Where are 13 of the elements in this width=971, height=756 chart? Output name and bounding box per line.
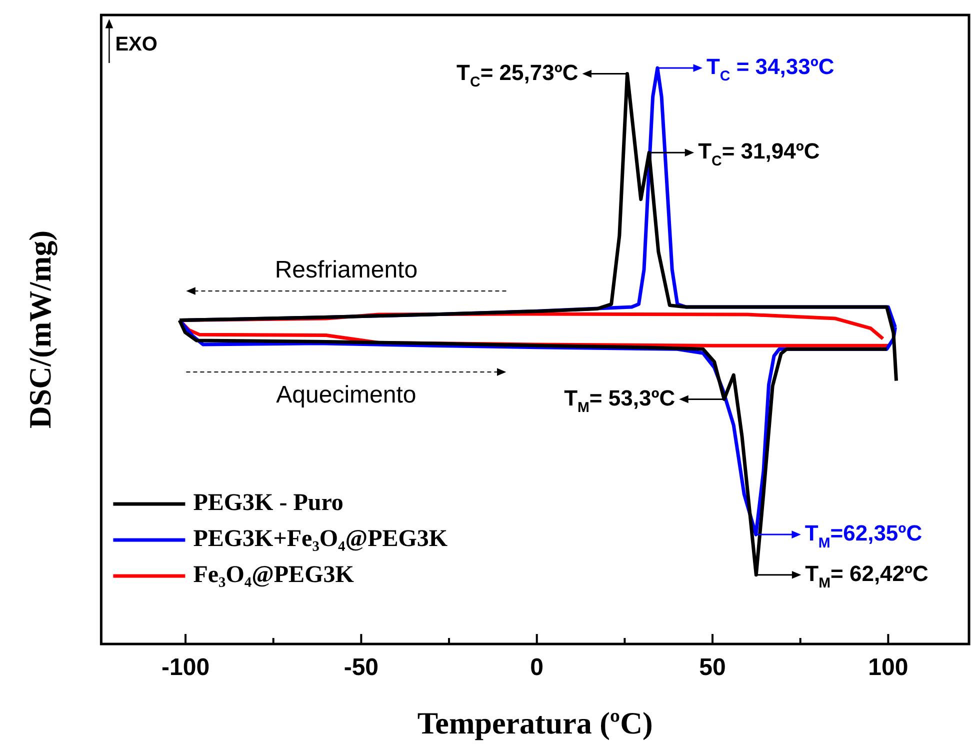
text: EXO <box>115 34 158 56</box>
x-axis-title: Temperatura (ºC) <box>417 705 653 740</box>
annotation: Resfriamento <box>274 256 418 284</box>
x-tick-label: 50 <box>699 654 726 682</box>
x-tick-label: -50 <box>344 654 379 682</box>
legend-label: Fe₃O₄@PEG3K <box>193 562 354 588</box>
x-tick-label: 100 <box>868 654 908 682</box>
legend-label: PEG3K+Fe₃O₄@PEG3K <box>193 526 448 552</box>
legend-label: PEG3K - Puro <box>193 490 344 516</box>
x-tick-label: -100 <box>161 654 210 682</box>
y-axis-title: DSC/(mW/mg) <box>22 230 58 429</box>
x-tick-label: 0 <box>530 654 544 682</box>
annotation: Aquecimento <box>276 382 416 409</box>
